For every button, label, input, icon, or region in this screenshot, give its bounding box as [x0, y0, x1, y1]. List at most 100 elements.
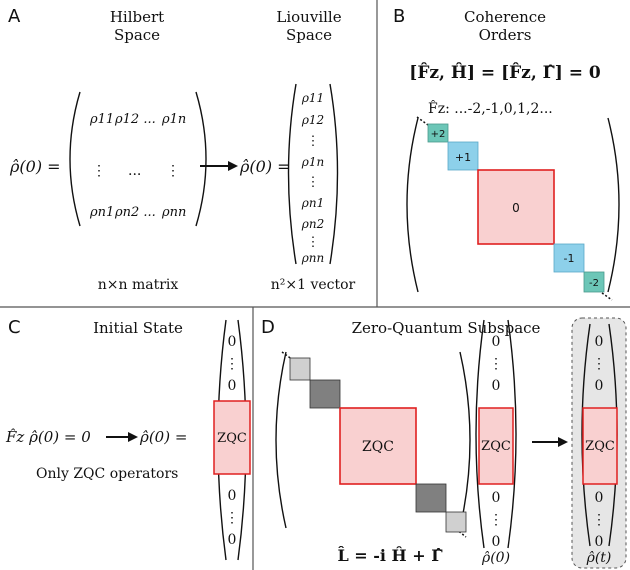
rho0-zqc-block — [478, 407, 514, 485]
hilbert-arrow-head — [228, 161, 238, 171]
rhot-bottom-1: 0 — [595, 534, 604, 550]
liouvillian-block-bottom-light — [445, 511, 467, 533]
rhot-top-1: 0 — [595, 378, 604, 394]
vector-left-paren — [287, 83, 297, 265]
coherence-left-paren — [406, 117, 419, 293]
coherence-orders-text: F̂z: ...-2,-1,0,1,2... — [428, 99, 553, 117]
rhot-top-dots: ⋮ — [592, 356, 606, 372]
initial-zqc-label: ZQC — [217, 431, 247, 446]
vector-entry: ρnn — [301, 251, 325, 265]
liouvillian-block-top-dark — [309, 379, 341, 409]
coherence-title-2: Orders — [479, 26, 532, 44]
matrix-right-paren — [195, 91, 207, 227]
rhot-zqc-label: ZQC — [585, 439, 615, 454]
order-label-plus2: +2 — [431, 129, 446, 140]
vector-entry: ρn1 — [301, 196, 324, 210]
order-block-minus2 — [583, 271, 605, 293]
matrix-r1-c1: ρ11 — [89, 112, 114, 127]
vector-caption: n²×1 vector — [271, 277, 356, 293]
rho0-bottom-1: 0 — [492, 534, 501, 550]
rho0-zqc-label: ZQC — [481, 439, 511, 454]
vector-entry: ⋮ — [307, 134, 320, 149]
order-label-zero: 0 — [512, 201, 520, 215]
liouvillian-block-top-light — [289, 357, 311, 381]
rho0-bottom-0: 0 — [492, 490, 501, 506]
vector-entry: ρ11 — [301, 91, 324, 105]
matrix-r3-c3: ρnn — [161, 205, 186, 220]
liouvillian-block-bottom-dark — [415, 483, 447, 513]
liouvillian-left-paren — [275, 351, 287, 529]
rho0-top-1: 0 — [492, 378, 501, 394]
initial-vector-bottom-dots: ⋮ — [225, 510, 239, 526]
initial-state-title: Initial State — [93, 319, 183, 337]
rhot-left-paren — [581, 323, 591, 547]
matrix-r3-c1: ρn1 — [89, 205, 114, 220]
panel-a-label: A — [8, 6, 21, 27]
rhot-zqc-block — [582, 407, 618, 485]
initial-state-arrow-head — [128, 432, 138, 442]
zero-quantum-title: Zero-Quantum Subspace — [352, 319, 541, 337]
panel-c-label: C — [8, 317, 21, 338]
hilbert-title-1: Hilbert — [110, 8, 164, 26]
order-block-plus1 — [447, 141, 479, 171]
hilbert-title-2: Space — [114, 26, 160, 44]
vector-entry: ⋮ — [307, 175, 320, 190]
liouville-title-1: Liouville — [276, 8, 341, 26]
vector-entry: ρn2 — [301, 217, 324, 231]
initial-state-caption: Only ZQC operators — [36, 466, 178, 482]
order-label-plus1: +1 — [455, 151, 471, 164]
liouville-rho-lhs: ρ̂(0) = — [239, 157, 291, 176]
rho0-bottom-dots: ⋮ — [489, 512, 503, 528]
initial-state-equation: F̂z ρ̂(0) = 0 — [5, 428, 91, 446]
rho0-top-dots: ⋮ — [489, 356, 503, 372]
hilbert-rho-lhs: ρ̂(0) = — [9, 157, 61, 176]
vector-right-paren — [329, 83, 339, 265]
vector-entry: ρ1n — [301, 155, 324, 169]
rho0-top-0: 0 — [492, 334, 501, 350]
rhot-bottom-dots: ⋮ — [592, 512, 606, 528]
matrix-r1-c2: ρ12 ... — [114, 112, 156, 127]
matrix-left-paren — [69, 91, 81, 227]
order-block-zero — [477, 169, 555, 245]
matrix-r2-c2: ... — [128, 163, 141, 179]
initial-zqc-block — [213, 400, 251, 475]
liouvillian-zqc-label: ZQC — [362, 439, 394, 455]
order-block-plus2 — [427, 123, 449, 143]
initial-vector-top-0: 0 — [228, 334, 237, 350]
liouvillian-zqc-block — [339, 407, 417, 485]
commutator-equation: [F̂z, Ĥ] = [F̂z, Γ̂] = 0 — [409, 62, 601, 83]
order-label-minus1: -1 — [564, 252, 575, 265]
matrix-caption: n×n matrix — [98, 277, 179, 293]
evolution-arrow-head — [558, 437, 568, 447]
coherence-dots-bottom — [601, 292, 613, 301]
coherence-title-1: Coherence — [464, 8, 546, 26]
panel-b-label: B — [393, 6, 405, 27]
rhot-label: ρ̂(t) — [586, 550, 612, 566]
rho0-right-paren — [507, 319, 517, 549]
initial-vector-bottom-0: 0 — [228, 488, 237, 504]
panel-d-label: D — [261, 317, 275, 338]
vector-entry: ρ12 — [301, 113, 324, 127]
coherence-right-paren — [607, 117, 620, 293]
liouvillian-right-paren — [459, 351, 471, 529]
order-block-minus1 — [553, 243, 585, 273]
order-label-minus2: -2 — [589, 278, 599, 289]
rho0-left-paren — [475, 319, 485, 549]
matrix-r3-c2: ρn2 ... — [114, 205, 156, 220]
matrix-r1-c3: ρ1n — [161, 112, 186, 127]
vector-entry: ⋮ — [307, 235, 320, 250]
liouvillian-equation: L̂ = -i Ĥ + Γ̂ — [337, 545, 443, 565]
initial-vector-top-1: 0 — [228, 378, 237, 394]
vector-entries: ρ11 ρ12 ⋮ ρ1n ⋮ ρn1 ρn2 ⋮ ρnn — [301, 91, 325, 265]
initial-vector-bottom-1: 0 — [228, 532, 237, 548]
liouville-title-2: Space — [286, 26, 332, 44]
matrix-r2-c3: ⋮ — [166, 163, 180, 179]
initial-vector-top-dots: ⋮ — [225, 356, 239, 372]
initial-state-rho-rhs: ρ̂(0) = — [139, 428, 187, 446]
rhot-top-0: 0 — [595, 334, 604, 350]
matrix-r2-c1: ⋮ — [92, 163, 106, 179]
rhot-bottom-0: 0 — [595, 490, 604, 506]
rho0-label: ρ̂(0) — [481, 550, 510, 566]
